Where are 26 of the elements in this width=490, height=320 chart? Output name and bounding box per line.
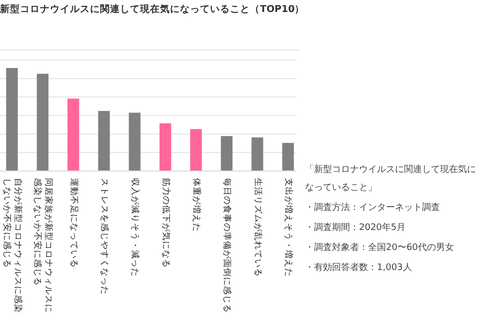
bar [160, 123, 172, 171]
x-tick-label: 毎日の食事の準備が面倒に感じる [222, 178, 233, 313]
text: 「新型コロナウイルスに関連して現在気になっていること」 [305, 164, 476, 193]
bar [98, 110, 110, 171]
text: ・調査期間：2020年5月 [305, 222, 406, 233]
bar [6, 68, 18, 171]
x-tick-label: 同居家族が新型コロナウィルスに感染しないか不安に感じる [32, 178, 54, 313]
text: ・調査方法：インターネット調査 [305, 202, 440, 213]
bar [252, 137, 264, 171]
text: ・調査対象者：全国20〜60代の男女 [305, 242, 454, 253]
bar [36, 74, 48, 171]
text: ・有効回答者数：1,003人 [305, 262, 412, 273]
bar [67, 98, 80, 171]
bar [128, 112, 140, 171]
bar [220, 136, 233, 171]
x-tick-label: 体重が増えた [191, 178, 202, 232]
x-tick-label: 収入が減りそう・減った [130, 178, 141, 277]
x-tick-label: 筋力の低下が気になる [160, 178, 172, 268]
chart-title: 新型コロナウイルスに関連して現在気になっていること（TOP10） [0, 3, 305, 15]
bar [190, 129, 202, 171]
x-tick-label: ストレスを感じやすくなった [98, 178, 110, 295]
x-tick-label: 支出が増えそう・増えた [283, 178, 294, 277]
x-tick-label: 生活リズムが乱れている [252, 178, 264, 277]
x-tick-label: 自分が新型コロナウィルスに感染しないか不安に感じる [1, 178, 24, 313]
bar [282, 142, 294, 171]
x-tick-label: 運動不足になっている [68, 178, 80, 268]
